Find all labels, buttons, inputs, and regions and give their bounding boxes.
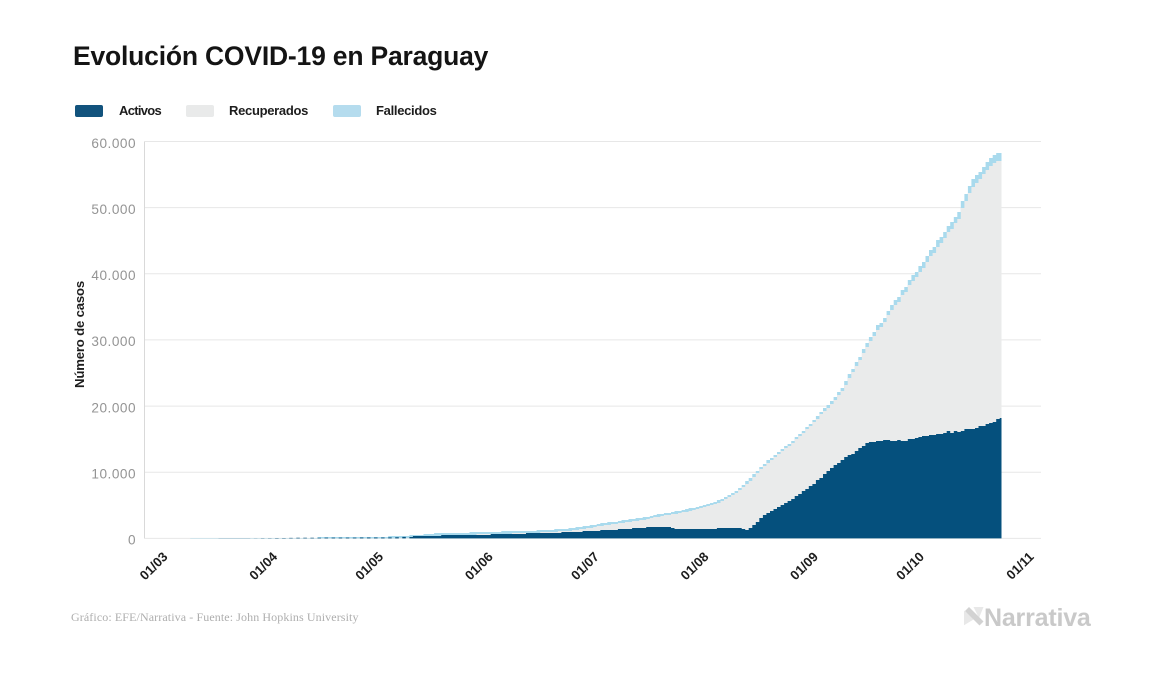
svg-text:01/11: 01/11 <box>1003 549 1036 582</box>
svg-text:Número de casos: Número de casos <box>72 281 87 388</box>
svg-text:01/08: 01/08 <box>678 549 712 583</box>
svg-text:60.000: 60.000 <box>91 136 136 151</box>
svg-text:10.000: 10.000 <box>91 467 136 482</box>
svg-text:01/09: 01/09 <box>787 549 821 583</box>
svg-text:01/10: 01/10 <box>893 549 927 583</box>
svg-text:40.000: 40.000 <box>91 268 136 283</box>
svg-text:01/06: 01/06 <box>462 549 496 583</box>
svg-text:50.000: 50.000 <box>91 202 136 217</box>
svg-text:0: 0 <box>128 533 136 548</box>
svg-text:01/05: 01/05 <box>352 549 386 583</box>
svg-text:01/04: 01/04 <box>246 549 280 583</box>
svg-text:20.000: 20.000 <box>91 400 136 415</box>
svg-text:01/07: 01/07 <box>568 549 602 583</box>
svg-text:30.000: 30.000 <box>91 334 136 349</box>
svg-text:01/03: 01/03 <box>137 549 171 583</box>
